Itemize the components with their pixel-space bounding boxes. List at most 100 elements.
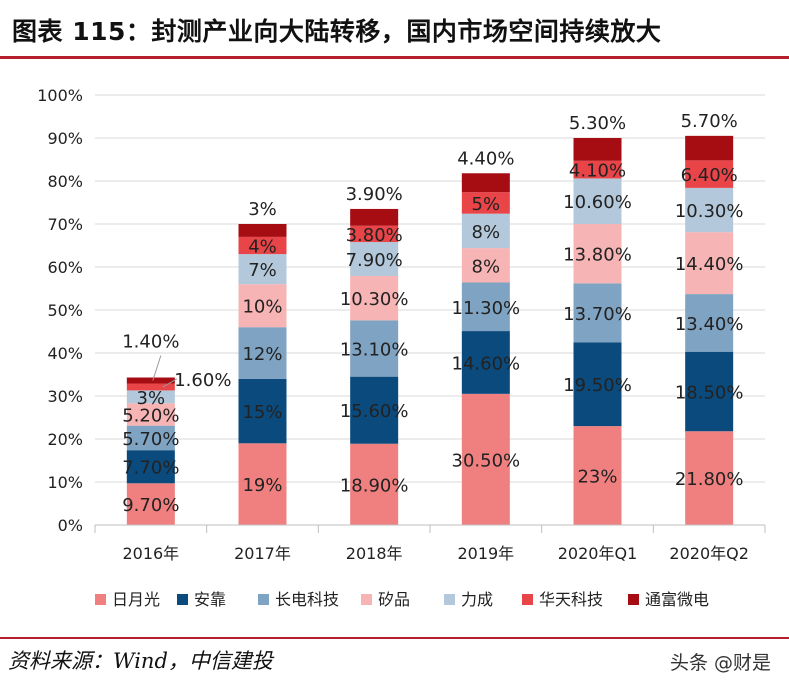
y-axis-tick-labels: 0% 10% 20% 30% 40% 50% 60% 70% 80% 90% 100% <box>37 86 83 535</box>
data-label: 19% <box>242 475 282 496</box>
data-label: 15.60% <box>340 401 409 422</box>
data-label: 5.70% <box>681 111 738 132</box>
y-tick-label: 50% <box>47 301 83 320</box>
bar-segment <box>461 331 510 394</box>
legend-swatch <box>177 594 188 605</box>
legend-label: 华天科技 <box>539 590 603 609</box>
bar-segment <box>126 377 175 384</box>
x-tick-label: 2020年Q2 <box>669 544 749 563</box>
bar-segment <box>685 187 734 233</box>
x-tick-label: 2017年 <box>234 544 291 563</box>
bar-segment <box>461 282 510 332</box>
bar-segment <box>685 294 734 352</box>
y-tick-label: 30% <box>47 387 83 406</box>
leader-line <box>152 355 162 381</box>
y-tick-label: 20% <box>47 430 83 449</box>
data-label: 5.70% <box>122 429 179 450</box>
bar-segment <box>685 160 734 188</box>
data-label: 15% <box>242 402 282 423</box>
y-axis-gridlines <box>95 94 765 483</box>
legend-swatch <box>95 594 106 605</box>
data-label: 14.60% <box>452 353 521 374</box>
bar-segment <box>573 224 622 284</box>
data-label: 10% <box>242 297 282 318</box>
bar-segment <box>126 383 175 391</box>
data-label: 10.30% <box>340 289 409 310</box>
leader-line <box>162 378 178 388</box>
legend-label: 力成 <box>461 590 493 609</box>
bar-segment <box>238 443 287 525</box>
data-label: 7% <box>248 260 277 281</box>
data-label: 13.40% <box>675 314 744 335</box>
bar-segment <box>238 224 287 237</box>
data-label: 4.40% <box>457 148 514 169</box>
data-label: 4% <box>248 237 277 258</box>
bar-segment <box>350 376 399 444</box>
legend-swatch <box>444 594 455 605</box>
chart-title: 图表 115：封测产业向大陆转移，国内市场空间持续放大 <box>12 17 662 46</box>
bar-segment <box>238 327 287 379</box>
data-labels: 9.70%7.70%5.70%5.20%3%1.60%1.40%19%15%12… <box>122 111 743 516</box>
data-label: 8% <box>472 256 501 277</box>
data-label: 8% <box>472 222 501 243</box>
title-bar: 图表 115：封测产业向大陆转移，国内市场空间持续放大 <box>0 0 789 60</box>
source-note: 资料来源：Wind，中信建投 <box>8 649 273 673</box>
data-label: 30.50% <box>452 450 521 471</box>
bar-segment <box>573 138 622 161</box>
data-label: 3% <box>248 199 277 220</box>
bar-segments <box>126 135 734 525</box>
data-label: 10.30% <box>675 201 744 222</box>
x-axis: 2016年 2017年 2018年 2019年 2020年Q1 2020年Q2 <box>94 524 766 563</box>
bar-segment <box>685 431 734 525</box>
bar-segment <box>685 135 734 161</box>
bar-segment <box>238 236 287 255</box>
bar-segment <box>238 254 287 285</box>
data-label: 19.50% <box>563 375 632 396</box>
data-label: 7.70% <box>122 458 179 479</box>
bar-segment <box>573 426 622 525</box>
data-label: 23% <box>577 467 617 488</box>
bar-segment <box>573 342 622 427</box>
data-label: 21.80% <box>675 469 744 490</box>
x-tick-label: 2016年 <box>122 544 179 563</box>
data-label: 18.50% <box>675 382 744 403</box>
bar-segment <box>238 378 287 444</box>
stacked-bar-chart: 0% 10% 20% 30% 40% 50% 60% 70% 80% 90% 100% 9.70% 7… <box>37 86 766 609</box>
y-tick-label: 90% <box>47 129 83 148</box>
data-label: 13.80% <box>563 245 632 266</box>
data-label: 5% <box>472 194 501 215</box>
y-tick-label: 10% <box>47 473 83 492</box>
bar-segment <box>461 173 510 193</box>
legend-swatch <box>258 594 269 605</box>
legend-label: 安靠 <box>194 590 226 609</box>
data-label: 7.90% <box>346 250 403 271</box>
title-divider <box>0 56 789 59</box>
bar-segment <box>461 192 510 214</box>
bar-segment <box>461 213 510 249</box>
data-label: 3.90% <box>346 184 403 205</box>
bar-segment <box>573 178 622 224</box>
data-label: 1.40% <box>122 332 179 353</box>
legend-swatch <box>522 594 533 605</box>
bar-segment <box>461 248 510 283</box>
data-label: 3.80% <box>346 225 403 246</box>
data-label: 13.10% <box>340 339 409 360</box>
data-label: 12% <box>242 344 282 365</box>
footer-divider <box>0 637 789 639</box>
data-label: 14.40% <box>675 254 744 275</box>
y-tick-label: 60% <box>47 258 83 277</box>
bar-segment <box>350 443 399 525</box>
data-label: 13.70% <box>563 304 632 325</box>
legend-label: 日月光 <box>112 590 160 609</box>
bar-segment <box>573 160 622 179</box>
y-tick-label: 0% <box>58 516 83 535</box>
bar-segment <box>685 351 734 432</box>
x-tick-label: 2020年Q1 <box>558 544 638 563</box>
legend-label: 长电科技 <box>275 590 339 609</box>
bar-segment <box>350 225 399 243</box>
data-label: 5.20% <box>122 405 179 426</box>
data-label: 11.30% <box>452 298 521 319</box>
y-tick-label: 80% <box>47 172 83 191</box>
label-leader-lines <box>152 355 178 388</box>
bar-segment <box>685 232 734 295</box>
